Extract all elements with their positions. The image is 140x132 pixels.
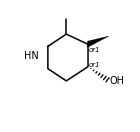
Text: or1: or1 [89, 62, 101, 68]
Text: OH: OH [110, 76, 125, 86]
Text: HN: HN [24, 51, 39, 62]
Polygon shape [88, 36, 109, 47]
Text: or1: or1 [89, 47, 101, 53]
